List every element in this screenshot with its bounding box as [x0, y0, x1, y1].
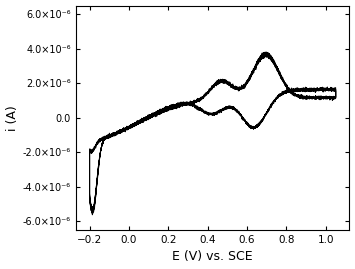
X-axis label: E (V) vs. SCE: E (V) vs. SCE — [172, 250, 253, 263]
Y-axis label: i (A): i (A) — [6, 105, 18, 131]
